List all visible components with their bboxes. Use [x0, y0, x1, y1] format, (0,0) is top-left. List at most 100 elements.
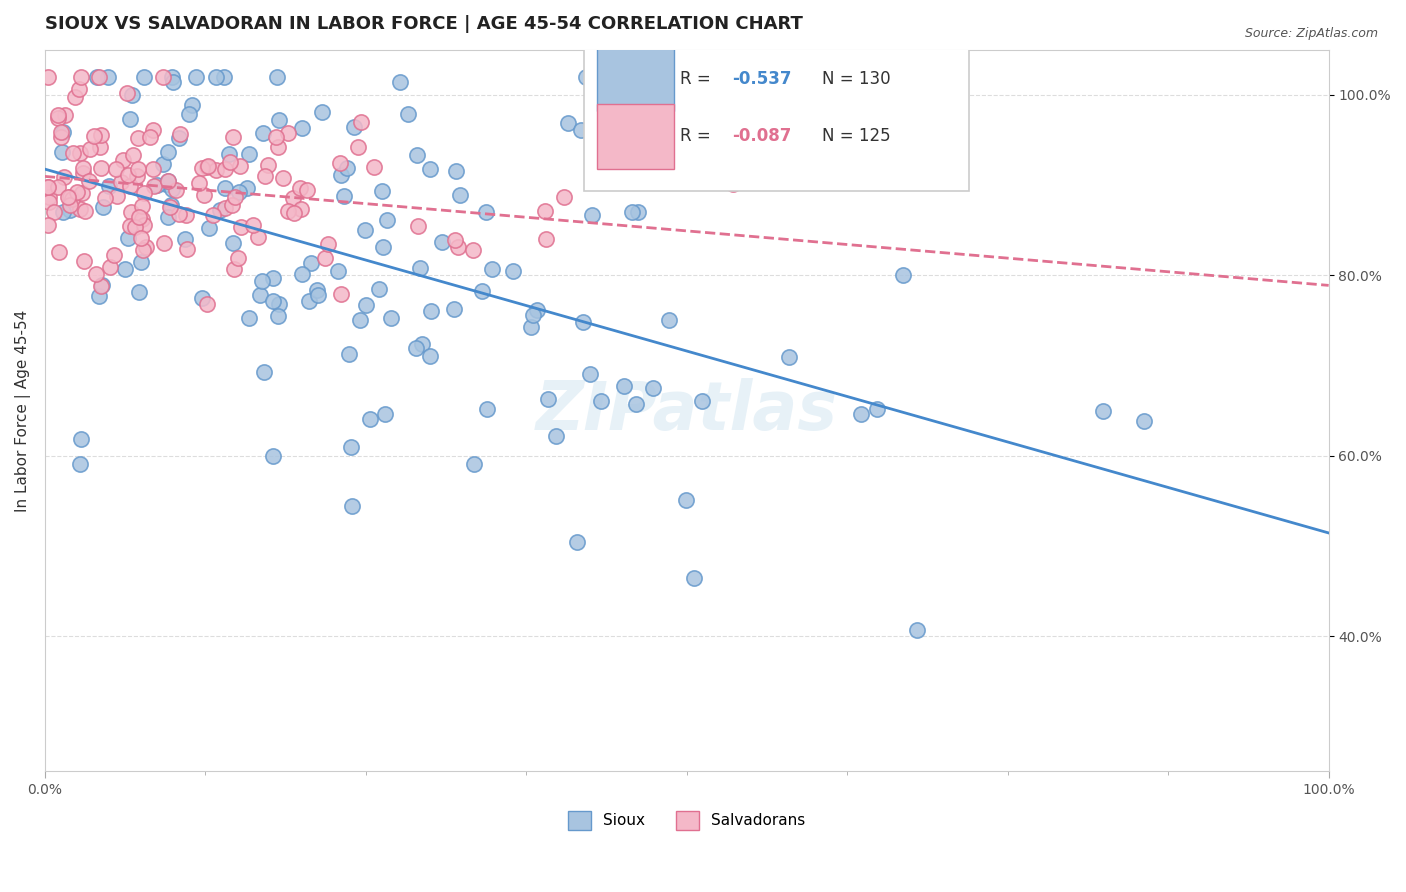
Salvadorans — [65, 90, 87, 104]
Sioux — [359, 412, 381, 426]
Sioux — [849, 407, 872, 421]
Sioux — [129, 255, 152, 269]
Salvadorans — [242, 219, 264, 233]
FancyBboxPatch shape — [598, 104, 673, 169]
Salvadorans — [90, 279, 112, 293]
Sioux — [197, 220, 219, 235]
FancyBboxPatch shape — [583, 32, 969, 191]
Sioux — [419, 303, 441, 318]
Salvadorans — [98, 260, 121, 274]
Salvadorans — [156, 174, 179, 188]
Salvadorans — [195, 160, 218, 174]
Sioux — [252, 126, 274, 140]
Salvadorans — [193, 188, 215, 202]
Sioux — [409, 260, 432, 275]
Salvadorans — [277, 204, 299, 219]
Sioux — [544, 429, 567, 443]
Sioux — [658, 313, 681, 327]
Salvadorans — [53, 108, 76, 122]
Sioux — [291, 121, 314, 136]
Sioux — [343, 120, 366, 134]
Sioux — [332, 188, 354, 202]
Salvadorans — [90, 161, 112, 176]
Sioux — [89, 289, 111, 303]
Sioux — [581, 208, 603, 222]
Text: N = 125: N = 125 — [821, 128, 890, 145]
Salvadorans — [72, 161, 94, 175]
Sioux — [262, 294, 284, 309]
Text: R =: R = — [681, 70, 716, 87]
Salvadorans — [48, 245, 70, 260]
Sioux — [579, 368, 602, 382]
Salvadorans — [37, 218, 59, 232]
Sioux — [481, 261, 503, 276]
Sioux — [152, 157, 174, 171]
Salvadorans — [51, 130, 73, 145]
Sioux — [298, 293, 321, 308]
Salvadorans — [461, 243, 484, 257]
Sioux — [250, 274, 273, 288]
Sioux — [471, 284, 494, 298]
Salvadorans — [69, 70, 91, 84]
Sioux — [160, 182, 183, 196]
Salvadorans — [120, 178, 142, 193]
Salvadorans — [117, 168, 139, 182]
Sioux — [162, 75, 184, 89]
Sioux — [330, 168, 353, 182]
Salvadorans — [37, 179, 59, 194]
Salvadorans — [314, 252, 336, 266]
Sioux — [675, 493, 697, 508]
Y-axis label: In Labor Force | Age 45-54: In Labor Force | Age 45-54 — [15, 310, 31, 512]
Sioux — [128, 285, 150, 299]
Sioux — [463, 458, 485, 472]
Salvadorans — [290, 202, 312, 216]
Salvadorans — [363, 160, 385, 174]
Salvadorans — [229, 159, 252, 173]
Sioux — [307, 288, 329, 302]
Sioux — [380, 311, 402, 326]
Salvadorans — [201, 208, 224, 222]
Sioux — [267, 309, 290, 323]
Salvadorans — [59, 189, 82, 203]
Sioux — [52, 205, 75, 219]
Sioux — [249, 288, 271, 302]
Salvadorans — [62, 145, 84, 160]
Sioux — [430, 235, 453, 249]
Salvadorans — [277, 127, 299, 141]
Salvadorans — [152, 70, 174, 84]
Salvadorans — [295, 183, 318, 197]
Sioux — [340, 499, 363, 513]
Salvadorans — [122, 148, 145, 162]
Sioux — [411, 337, 433, 351]
Sioux — [339, 440, 361, 454]
Text: R =: R = — [681, 128, 716, 145]
Sioux — [641, 381, 664, 395]
Sioux — [526, 303, 548, 318]
Sioux — [228, 185, 250, 199]
Salvadorans — [120, 205, 142, 219]
Salvadorans — [132, 186, 155, 201]
Sioux — [405, 148, 427, 162]
Sioux — [589, 394, 612, 409]
Sioux — [86, 70, 108, 84]
Sioux — [212, 70, 235, 84]
Sioux — [311, 105, 333, 120]
Salvadorans — [124, 220, 146, 235]
Sioux — [114, 262, 136, 277]
Sioux — [337, 347, 360, 361]
Sioux — [52, 125, 75, 139]
Sioux — [613, 379, 636, 393]
Sioux — [173, 232, 195, 246]
Sioux — [90, 277, 112, 292]
Sioux — [157, 210, 180, 224]
Sioux — [167, 131, 190, 145]
Salvadorans — [70, 186, 93, 201]
Text: SIOUX VS SALVADORAN IN LABOR FORCE | AGE 45-54 CORRELATION CHART: SIOUX VS SALVADORAN IN LABOR FORCE | AGE… — [45, 15, 803, 33]
Text: -0.537: -0.537 — [731, 70, 792, 87]
Salvadorans — [176, 242, 198, 256]
Salvadorans — [159, 200, 181, 214]
Salvadorans — [204, 162, 226, 177]
Salvadorans — [42, 205, 65, 219]
Sioux — [186, 70, 208, 84]
Sioux — [778, 350, 800, 364]
